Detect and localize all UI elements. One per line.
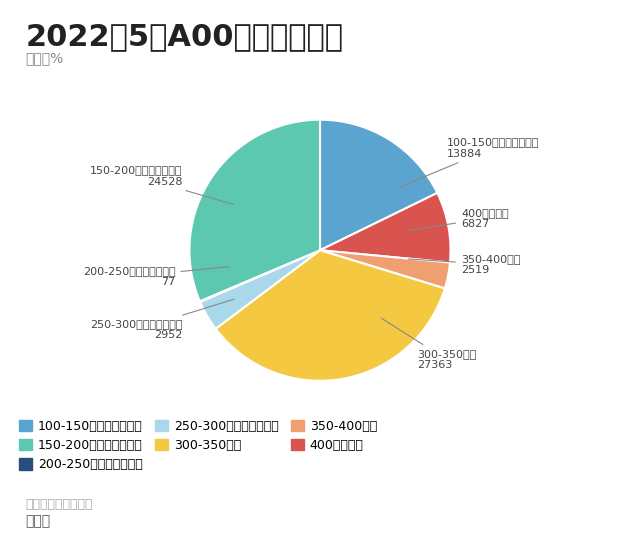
Wedge shape [189, 120, 320, 301]
Text: 400公里以上
6827: 400公里以上 6827 [408, 208, 509, 231]
Text: 数据来源：零售数据: 数据来源：零售数据 [26, 498, 93, 511]
Text: 2022年5月A00续航里程比例: 2022年5月A00续航里程比例 [26, 22, 344, 51]
Text: 汽车电子设计: 汽车电子设计 [566, 530, 592, 536]
Wedge shape [320, 120, 437, 250]
Text: 150-200公里（无补贴）
24528: 150-200公里（无补贴） 24528 [90, 165, 234, 205]
Text: 朱玉龙: 朱玉龙 [26, 514, 51, 528]
Wedge shape [200, 250, 320, 329]
Text: 250-300公里（无补贴）
2952: 250-300公里（无补贴） 2952 [90, 299, 234, 341]
Text: 350-400公里
2519: 350-400公里 2519 [408, 254, 520, 275]
Wedge shape [216, 250, 445, 381]
Wedge shape [200, 250, 320, 302]
Text: 单位：%: 单位：% [26, 52, 64, 66]
Text: ⊙⊙⊙: ⊙⊙⊙ [562, 512, 596, 526]
Text: 100-150公里（无补贴）
13884: 100-150公里（无补贴） 13884 [399, 137, 540, 187]
Legend: 100-150公里（无补贴）, 150-200公里（无补贴）, 200-250公里（无补贴）, 250-300公里（无补贴）, 300-350公里, 350-4: 100-150公里（无补贴）, 150-200公里（无补贴）, 200-250公… [19, 419, 377, 471]
Text: 200-250公里（无补贴）
77: 200-250公里（无补贴） 77 [83, 266, 230, 287]
Wedge shape [320, 193, 451, 263]
Wedge shape [320, 250, 450, 288]
Text: 300-350公里
27363: 300-350公里 27363 [381, 318, 476, 370]
